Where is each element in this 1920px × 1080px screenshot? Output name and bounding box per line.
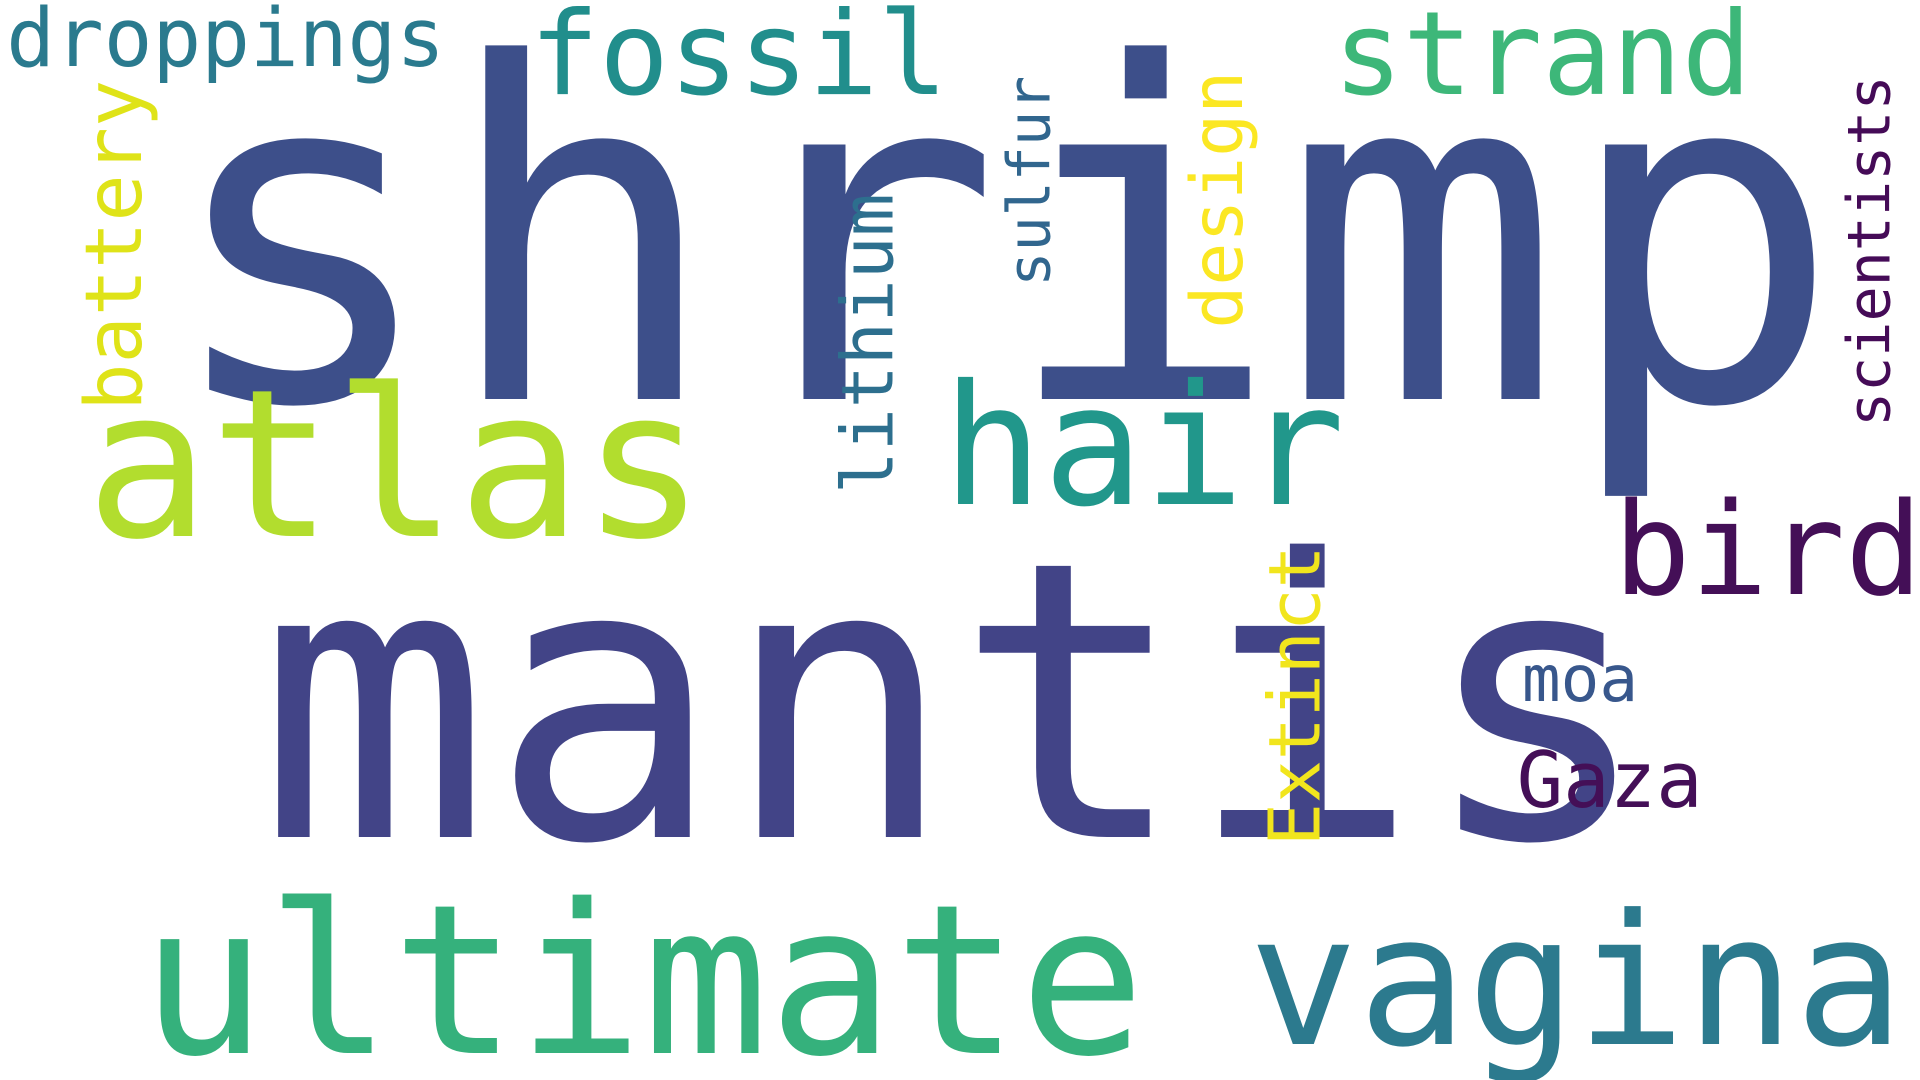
- word-sulfur: sulfur: [995, 75, 1064, 287]
- word-bird: bird: [1613, 476, 1920, 626]
- word-moa: moa: [1521, 642, 1639, 718]
- word-lithium: lithium: [826, 192, 910, 494]
- word-extinct: Extinct: [1253, 545, 1337, 847]
- word-hair: hair: [942, 349, 1346, 544]
- word-battery: battery: [68, 79, 161, 411]
- word-gaza: Gaza: [1516, 736, 1703, 827]
- word-vagina: vagina: [1248, 876, 1904, 1080]
- word-droppings: droppings: [6, 0, 446, 87]
- word-strand: strand: [1333, 0, 1752, 123]
- word-scientists: scientists: [1835, 75, 1904, 428]
- word-fossil: fossil: [529, 0, 948, 123]
- word-shrimp: shrimp: [160, 0, 1843, 510]
- word-mantis: mantis: [257, 479, 1653, 929]
- word-ultimate: ultimate: [140, 859, 1146, 1080]
- word-atlas: atlas: [85, 344, 706, 585]
- word-design: design: [1176, 70, 1260, 329]
